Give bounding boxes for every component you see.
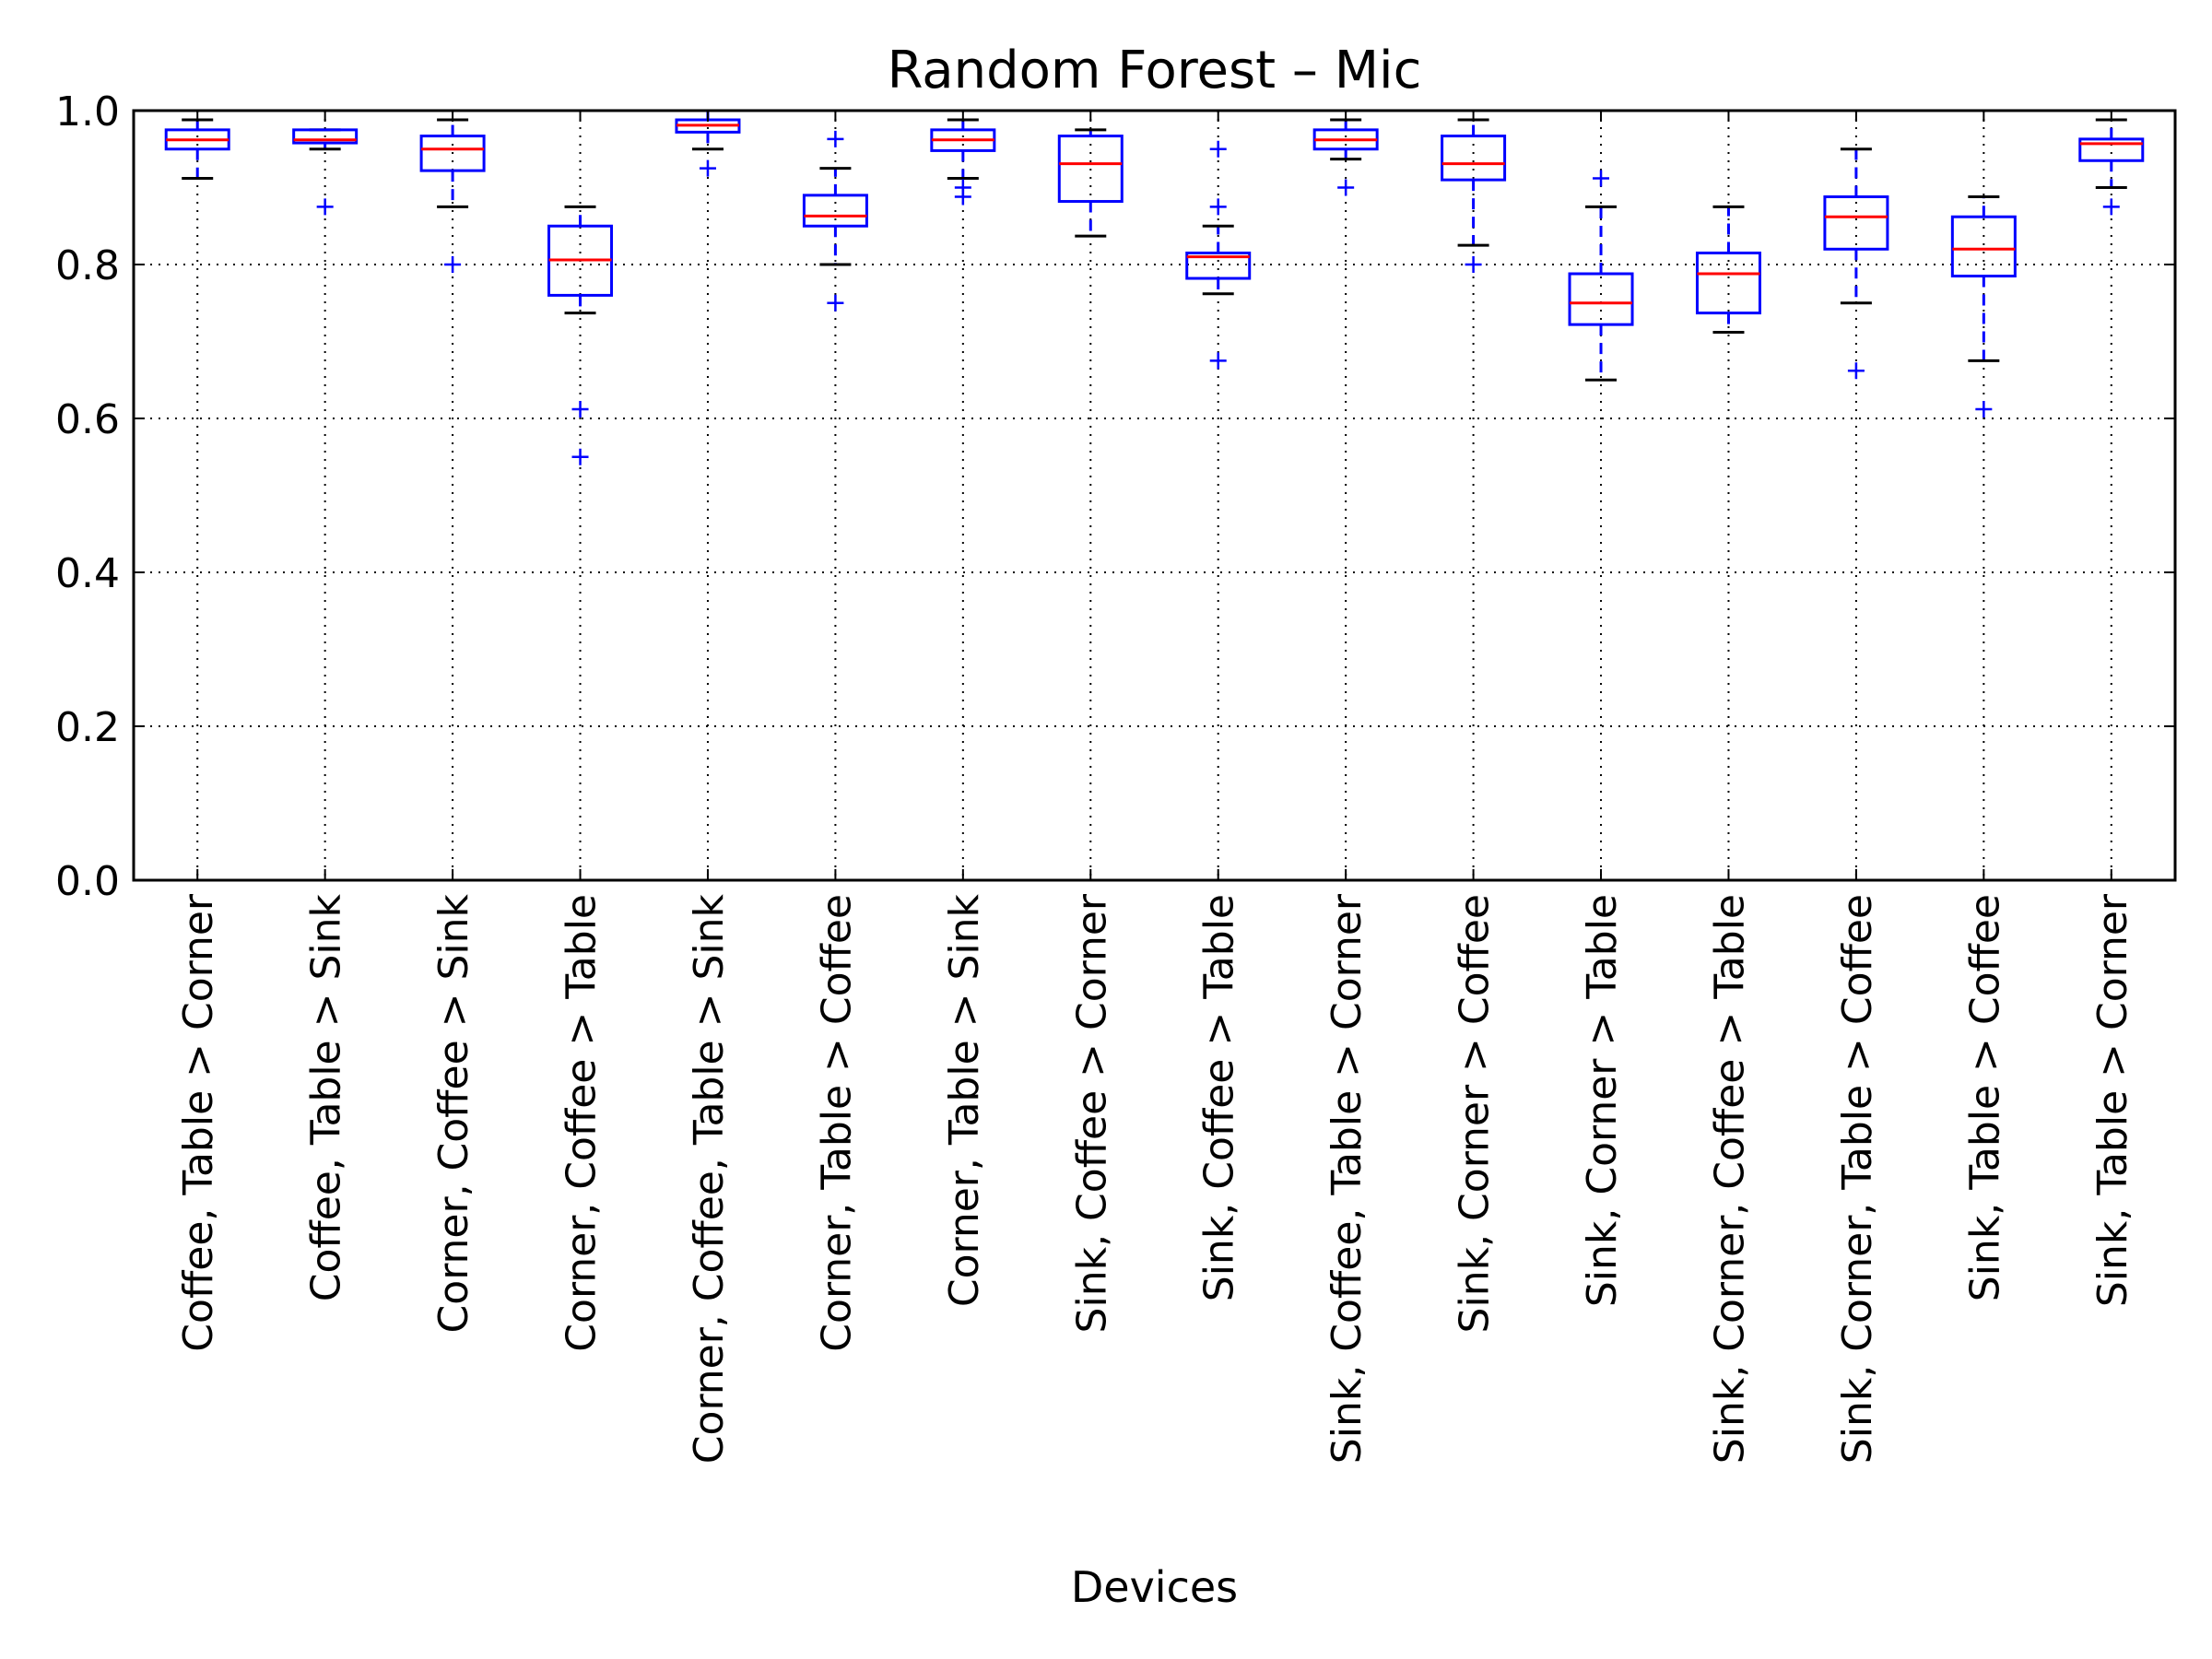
box-13 [1695,205,1761,334]
y-tick-label: 0.6 [55,396,120,443]
box-4 [547,205,614,465]
iqr-box [1057,135,1124,204]
iqr-box [802,194,868,228]
box-8 [1057,128,1124,238]
box-15 [1950,195,2017,418]
x-tick-label: Sink, Corner, Table > Coffee [1834,894,1881,1464]
iqr-box [1695,251,1761,315]
x-tick-label: Sink, Coffee > Table [1196,894,1243,1301]
outlier-marker [1209,198,1227,216]
outlier-marker [571,400,589,418]
box-6 [802,130,868,312]
box-9 [1185,140,1252,370]
iqr-box [1823,195,1889,251]
box-12 [1568,170,1634,382]
box-layer [164,109,2145,465]
box-7 [930,118,996,206]
outlier-marker [827,130,844,147]
x-tick-label: Sink, Corner > Coffee [1452,894,1499,1333]
box-10 [1312,118,1379,196]
x-tick-label: Sink, Corner > Table [1579,894,1626,1307]
outlier-marker [2102,198,2120,216]
outlier-marker [571,448,589,465]
x-tick-label: Sink, Table > Coffee [1961,894,2008,1301]
chart-title: Random Forest – Mic [888,41,1422,100]
iqr-box [1185,251,1252,280]
iqr-box [292,128,359,145]
x-tick-label: Sink, Coffee > Corner [1068,893,1115,1333]
y-tick-label: 0.4 [55,550,120,597]
outlier-marker [827,294,844,312]
outlier-marker [1593,170,1610,187]
x-tick-label: Coffee, Table > Sink [303,893,350,1301]
outlier-marker [1337,179,1355,196]
x-tick-label: Sink, Coffee, Table > Corner [1324,893,1371,1464]
outlier-marker [1847,362,1865,380]
grid-layer [134,111,2175,880]
outlier-marker [316,198,334,216]
y-tick-label: 0.0 [55,858,120,905]
outlier-marker [954,188,971,206]
x-tick-label: Corner, Coffee > Sink [430,893,477,1333]
x-tick-label: Corner, Table > Coffee [813,894,860,1352]
outlier-marker [1975,400,1993,418]
outlier-marker [1465,256,1482,273]
y-tick-label: 0.2 [55,704,120,751]
x-tick-label: Corner, Coffee > Table [559,894,606,1352]
outlier-marker [444,256,462,273]
outlier-marker [699,159,716,177]
box-11 [1441,118,1507,273]
x-tick-label: Corner, Table > Sink [941,893,988,1307]
x-tick-label: Sink, Corner, Coffee > Table [1706,894,1753,1464]
iqr-box [1441,135,1507,182]
x-tick-label: Corner, Coffee, Table > Sink [686,893,733,1464]
box-2 [292,128,359,216]
tick-layer: 0.0 0.2 0.4 0.6 0.8 1.0 [55,88,2175,905]
iqr-box [1950,215,2017,278]
y-tick-label: 1.0 [55,88,120,135]
box-1 [164,118,230,180]
category-labels: Coffee, Table > Corner Coffee, Table > Si… [175,893,2136,1464]
x-axis-label: Devices [1071,1562,1238,1612]
plot-frame [132,109,2177,882]
x-tick-label: Sink, Table > Corner [2089,893,2136,1307]
box-16 [2078,118,2145,216]
iqr-box [419,135,486,172]
x-tick-label: Coffee, Table > Corner [175,893,222,1352]
outlier-marker [1209,140,1227,158]
iqr-box [1568,272,1634,326]
outlier-marker [1209,352,1227,370]
box-14 [1823,147,1889,380]
y-tick-label: 0.8 [55,242,120,289]
box-3 [419,118,486,273]
iqr-box [2078,137,2145,162]
